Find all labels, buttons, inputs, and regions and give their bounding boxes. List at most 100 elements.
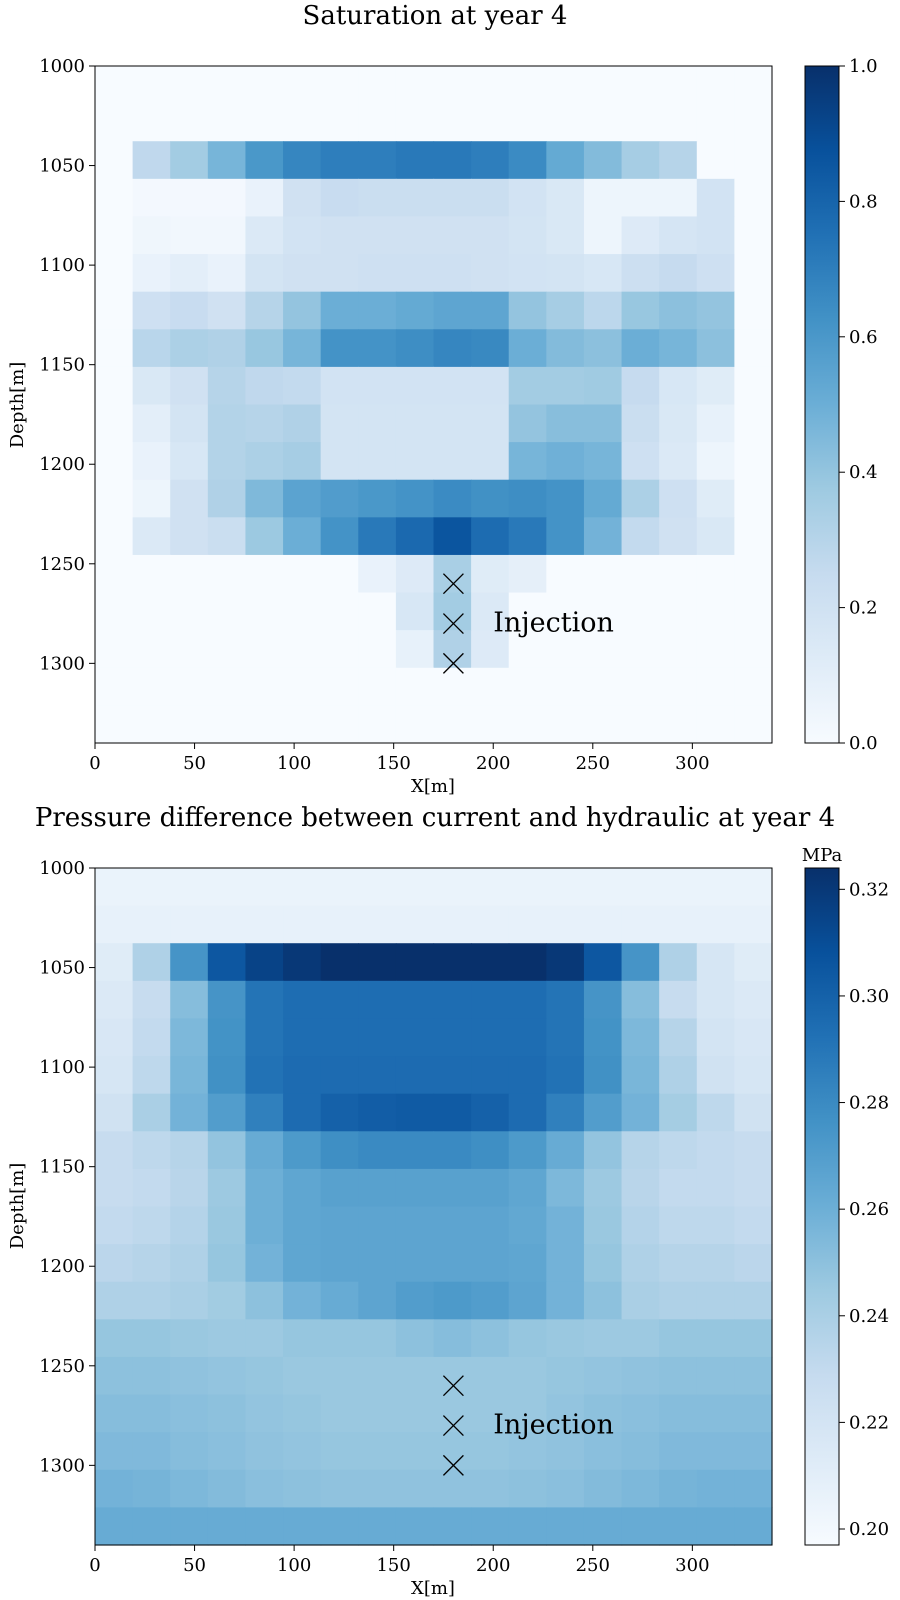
heatmap-cell: [132, 366, 171, 406]
heatmap-cell: [508, 1168, 547, 1208]
heatmap-cell: [471, 1206, 510, 1245]
heatmap-cell: [170, 178, 209, 218]
heatmap-cell: [95, 442, 134, 481]
heatmap-cell: [696, 630, 735, 669]
heatmap-cell: [696, 554, 735, 594]
heatmap-cell: [170, 404, 209, 443]
x-tick-label: 300: [675, 1555, 709, 1576]
heatmap-cell: [583, 630, 623, 669]
heatmap-cell: [170, 291, 209, 330]
heatmap-cell: [508, 1319, 547, 1358]
heatmap-cell: [621, 479, 660, 518]
heatmap-cell: [95, 479, 134, 518]
heatmap-cell: [734, 905, 773, 944]
heatmap-cell: [320, 1319, 359, 1358]
heatmap-cell: [659, 592, 698, 631]
heatmap-cell: [358, 103, 397, 142]
heatmap-cell: [283, 905, 322, 944]
heatmap-cell: [433, 1093, 472, 1132]
heatmap-cell: [132, 291, 171, 330]
heatmap-cell: [546, 1469, 585, 1508]
heatmap-cell: [659, 980, 698, 1020]
heatmap-cell: [320, 178, 359, 218]
heatmap-cell: [395, 1394, 435, 1433]
heatmap-cell: [546, 366, 585, 406]
heatmap-cell: [358, 216, 397, 255]
heatmap-cell: [358, 442, 397, 481]
heatmap-cell: [395, 1469, 435, 1508]
heatmap-cell: [433, 667, 472, 706]
heatmap-cell: [508, 1432, 547, 1471]
heatmap-cell: [583, 141, 623, 180]
heatmap-cell: [358, 329, 397, 368]
heatmap-cell: [95, 667, 134, 706]
heatmap-cell: [433, 1469, 472, 1508]
heatmap-cell: [358, 980, 397, 1020]
heatmap-cell: [95, 291, 134, 330]
heatmap-cell: [283, 66, 322, 105]
colorbar-tick-label: 0.0: [849, 733, 878, 754]
heatmap-cell: [245, 1018, 284, 1057]
heatmap-cell: [95, 1056, 134, 1095]
heatmap-cell: [734, 66, 773, 105]
heatmap-cell: [696, 1168, 735, 1208]
heatmap-cell: [508, 630, 547, 669]
heatmap-cell: [358, 667, 397, 706]
heatmap-cell: [546, 178, 585, 218]
heatmap-cell: [207, 554, 247, 594]
heatmap-cell: [245, 554, 284, 594]
pressure-plot-frame: [94, 867, 773, 1546]
heatmap-cell: [471, 980, 510, 1020]
heatmap-cell: [170, 216, 209, 255]
heatmap-cell: [207, 1394, 247, 1433]
heatmap-cell: [546, 667, 585, 706]
heatmap-cell: [320, 404, 359, 443]
heatmap-cell: [95, 592, 134, 631]
heatmap-cell: [245, 1093, 284, 1132]
heatmap-cell: [734, 178, 773, 218]
heatmap-cell: [320, 905, 359, 944]
heatmap-cell: [471, 329, 510, 368]
heatmap-cell: [132, 1319, 171, 1358]
heatmap-cell: [546, 943, 585, 982]
heatmap-cell: [170, 103, 209, 142]
pressure-y-axis-label: Depth[m]: [7, 1163, 28, 1250]
heatmap-cell: [508, 141, 547, 180]
heatmap-cell: [583, 1394, 623, 1433]
heatmap-cell: [283, 1018, 322, 1057]
heatmap-cell: [696, 1319, 735, 1358]
y-tick-label: 1300: [39, 1455, 85, 1476]
heatmap-cell: [696, 103, 735, 142]
heatmap-cell: [132, 1131, 171, 1170]
pressure-panel: Pressure difference between current and …: [7, 803, 889, 1599]
heatmap-cell: [395, 980, 435, 1020]
heatmap-cell: [734, 291, 773, 330]
heatmap-cell: [734, 1056, 773, 1095]
heatmap-cell: [583, 1469, 623, 1508]
heatmap-cell: [95, 980, 134, 1020]
heatmap-cell: [659, 329, 698, 368]
heatmap-cell: [320, 291, 359, 330]
y-tick-label: 1200: [39, 454, 85, 475]
heatmap-cell: [358, 517, 397, 556]
heatmap-cell: [621, 554, 660, 594]
heatmap-cell: [170, 630, 209, 669]
heatmap-cell: [734, 103, 773, 142]
heatmap-cell: [283, 980, 322, 1020]
y-tick-label: 1250: [39, 554, 85, 575]
heatmap-cell: [471, 103, 510, 142]
heatmap-cell: [621, 667, 660, 706]
heatmap-cell: [245, 1319, 284, 1358]
heatmap-cell: [696, 705, 735, 744]
heatmap-cell: [471, 554, 510, 594]
heatmap-cell: [395, 868, 435, 907]
heatmap-cell: [659, 66, 698, 105]
heatmap-cell: [95, 1131, 134, 1170]
heatmap-cell: [207, 254, 247, 293]
colorbar-tick-label: 0.32: [849, 879, 889, 900]
heatmap-cell: [358, 366, 397, 406]
heatmap-cell: [508, 103, 547, 142]
x-tick-label: 300: [675, 753, 709, 774]
heatmap-cell: [471, 1469, 510, 1508]
saturation-x-ticks: 0 50 100 150 200 250 300: [89, 743, 710, 774]
